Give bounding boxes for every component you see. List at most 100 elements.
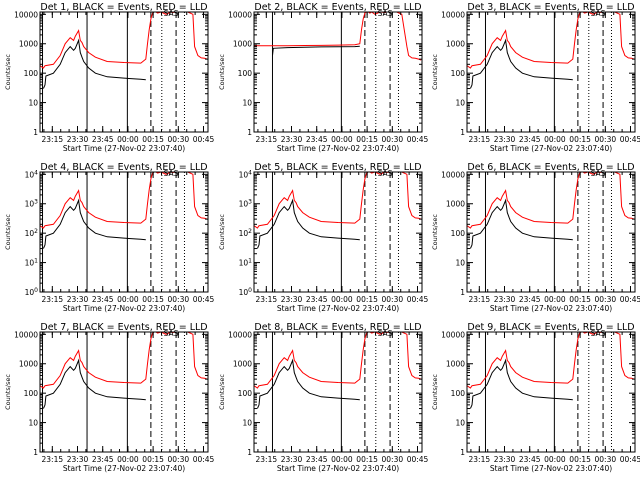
y-tick-label: 10 bbox=[28, 99, 38, 108]
x-tick-label: 23:30 bbox=[494, 135, 516, 144]
x-tick-label: 23:45 bbox=[92, 455, 114, 464]
x-tick-label: 23:15 bbox=[256, 135, 278, 144]
x-tick-label: 23:15 bbox=[469, 455, 491, 464]
x-tick-label: 00:15 bbox=[356, 455, 378, 464]
x-tick-label: 00:15 bbox=[142, 455, 164, 464]
y-tick-label: 100 bbox=[238, 389, 253, 398]
y-axis-label: Counts/sec bbox=[218, 54, 226, 90]
x-tick-label: 23:45 bbox=[519, 455, 541, 464]
panel-title: Det 9, BLACK = Events, RED = LLD bbox=[467, 322, 634, 333]
y-tick-label: 1 bbox=[460, 448, 465, 457]
x-tick-label: 00:45 bbox=[620, 295, 640, 304]
saa-marker: SAS bbox=[164, 329, 179, 338]
panel-title: Det 2, BLACK = Events, RED = LLD bbox=[254, 2, 421, 13]
y-axis-label: Counts/sec bbox=[218, 374, 226, 410]
lld-series-line bbox=[467, 172, 635, 229]
panel-title: Det 8, BLACK = Events, RED = LLD bbox=[254, 322, 421, 333]
y-tick-label: 102 bbox=[239, 228, 253, 238]
x-tick-label: 23:45 bbox=[306, 295, 328, 304]
x-tick-label: 23:15 bbox=[469, 135, 491, 144]
lld-series-line bbox=[40, 12, 208, 69]
detector-panel-1: 1 10 100 1000 10000 23:15 23:30 23:45 00:00 00:15… bbox=[4, 2, 215, 153]
lld-series-line bbox=[467, 332, 635, 389]
x-tick-label: 00:15 bbox=[356, 295, 378, 304]
x-tick-label: 23:45 bbox=[306, 135, 328, 144]
y-tick-label: 100 bbox=[24, 389, 39, 398]
y-axis-label: Counts/sec bbox=[431, 214, 439, 250]
x-tick-label: 23:45 bbox=[519, 295, 541, 304]
saa-marker: SAS bbox=[164, 9, 179, 18]
x-axis-label: Start Time (27-Nov-02 23:07:40) bbox=[63, 144, 185, 153]
y-tick-label: 104 bbox=[25, 169, 39, 179]
x-tick-label: 23:15 bbox=[256, 455, 278, 464]
y-tick-label: 10 bbox=[455, 419, 465, 428]
panel-title: Det 6, BLACK = Events, RED = LLD bbox=[467, 162, 634, 173]
y-tick-label: 100 bbox=[451, 69, 466, 78]
plot-frame bbox=[253, 11, 423, 133]
x-tick-label: 00:30 bbox=[595, 135, 617, 144]
x-tick-label: 23:30 bbox=[67, 135, 89, 144]
y-tick-label: 103 bbox=[25, 199, 39, 209]
x-axis-label: Start Time (27-Nov-02 23:07:40) bbox=[490, 144, 612, 153]
y-tick-label: 100 bbox=[239, 287, 253, 297]
detector-panel-3: 1 10 100 1000 10000 23:15 23:30 23:45 00:00 00:15… bbox=[431, 2, 640, 153]
x-tick-label: 23:30 bbox=[281, 135, 303, 144]
events-series-line bbox=[42, 198, 146, 249]
y-tick-label: 1000 bbox=[446, 200, 465, 209]
y-axis-label: Counts/sec bbox=[4, 374, 12, 410]
x-tick-label: 00:15 bbox=[142, 295, 164, 304]
x-tick-label: 23:15 bbox=[42, 295, 64, 304]
y-tick-label: 103 bbox=[239, 199, 253, 209]
y-tick-label: 104 bbox=[239, 169, 253, 179]
x-tick-label: 00:00 bbox=[544, 455, 566, 464]
x-tick-label: 23:30 bbox=[67, 455, 89, 464]
x-tick-label: 00:00 bbox=[544, 295, 566, 304]
events-series-line bbox=[42, 38, 146, 89]
x-tick-label: 23:30 bbox=[494, 295, 516, 304]
y-tick-label: 1 bbox=[460, 288, 465, 297]
events-series-line bbox=[42, 358, 146, 409]
saa-marker: SAS bbox=[378, 329, 393, 338]
lld-series-line bbox=[40, 332, 208, 389]
y-tick-label: 100 bbox=[24, 69, 39, 78]
x-tick-label: 00:45 bbox=[193, 295, 215, 304]
plot-area bbox=[40, 332, 208, 452]
plot-area bbox=[40, 172, 208, 292]
events-series-line bbox=[469, 38, 573, 89]
x-tick-label: 00:30 bbox=[168, 135, 190, 144]
panel-title: Det 5, BLACK = Events, RED = LLD bbox=[254, 162, 421, 173]
plot-area bbox=[254, 12, 422, 132]
x-tick-label: 00:30 bbox=[168, 295, 190, 304]
y-tick-label: 1 bbox=[247, 128, 252, 137]
x-tick-label: 00:45 bbox=[620, 135, 640, 144]
lld-series-line bbox=[254, 332, 422, 389]
plot-frame bbox=[39, 331, 209, 453]
y-tick-label: 10 bbox=[28, 419, 38, 428]
y-tick-label: 100 bbox=[238, 69, 253, 78]
y-tick-label: 10 bbox=[455, 259, 465, 268]
detector-panel-8: 1 10 100 1000 10000 23:15 23:30 23:45 00:00 00:15… bbox=[218, 322, 429, 473]
panel-title: Det 7, BLACK = Events, RED = LLD bbox=[40, 322, 207, 333]
y-axis-label: Counts/sec bbox=[431, 54, 439, 90]
y-tick-label: 101 bbox=[25, 258, 39, 268]
x-tick-label: 00:00 bbox=[117, 455, 139, 464]
x-tick-label: 23:30 bbox=[281, 295, 303, 304]
x-tick-label: 23:15 bbox=[42, 135, 64, 144]
x-tick-label: 23:30 bbox=[281, 455, 303, 464]
x-axis-label: Start Time (27-Nov-02 23:07:40) bbox=[63, 464, 185, 473]
x-tick-label: 23:15 bbox=[256, 295, 278, 304]
plot-area bbox=[467, 172, 635, 292]
y-axis-label: Counts/sec bbox=[431, 374, 439, 410]
detector-panel-7: 1 10 100 1000 10000 23:15 23:30 23:45 00:00 00:15… bbox=[4, 322, 215, 473]
plot-frame bbox=[466, 331, 636, 453]
plot-frame bbox=[253, 331, 423, 453]
x-tick-label: 00:15 bbox=[569, 135, 591, 144]
plot-area bbox=[467, 332, 635, 452]
y-tick-label: 100 bbox=[25, 287, 39, 297]
y-tick-label: 1000 bbox=[19, 40, 38, 49]
y-tick-label: 101 bbox=[239, 258, 253, 268]
lld-series-line bbox=[254, 12, 422, 61]
panel-title: Det 1, BLACK = Events, RED = LLD bbox=[40, 2, 207, 13]
detector-panel-2: 1 10 100 1000 10000 23:15 23:30 23:45 00:00 00:15… bbox=[218, 2, 429, 153]
detector-panel-5: 100 101 102 103 104 23:15 23:30 23:45 00:00 00:15… bbox=[218, 162, 429, 313]
